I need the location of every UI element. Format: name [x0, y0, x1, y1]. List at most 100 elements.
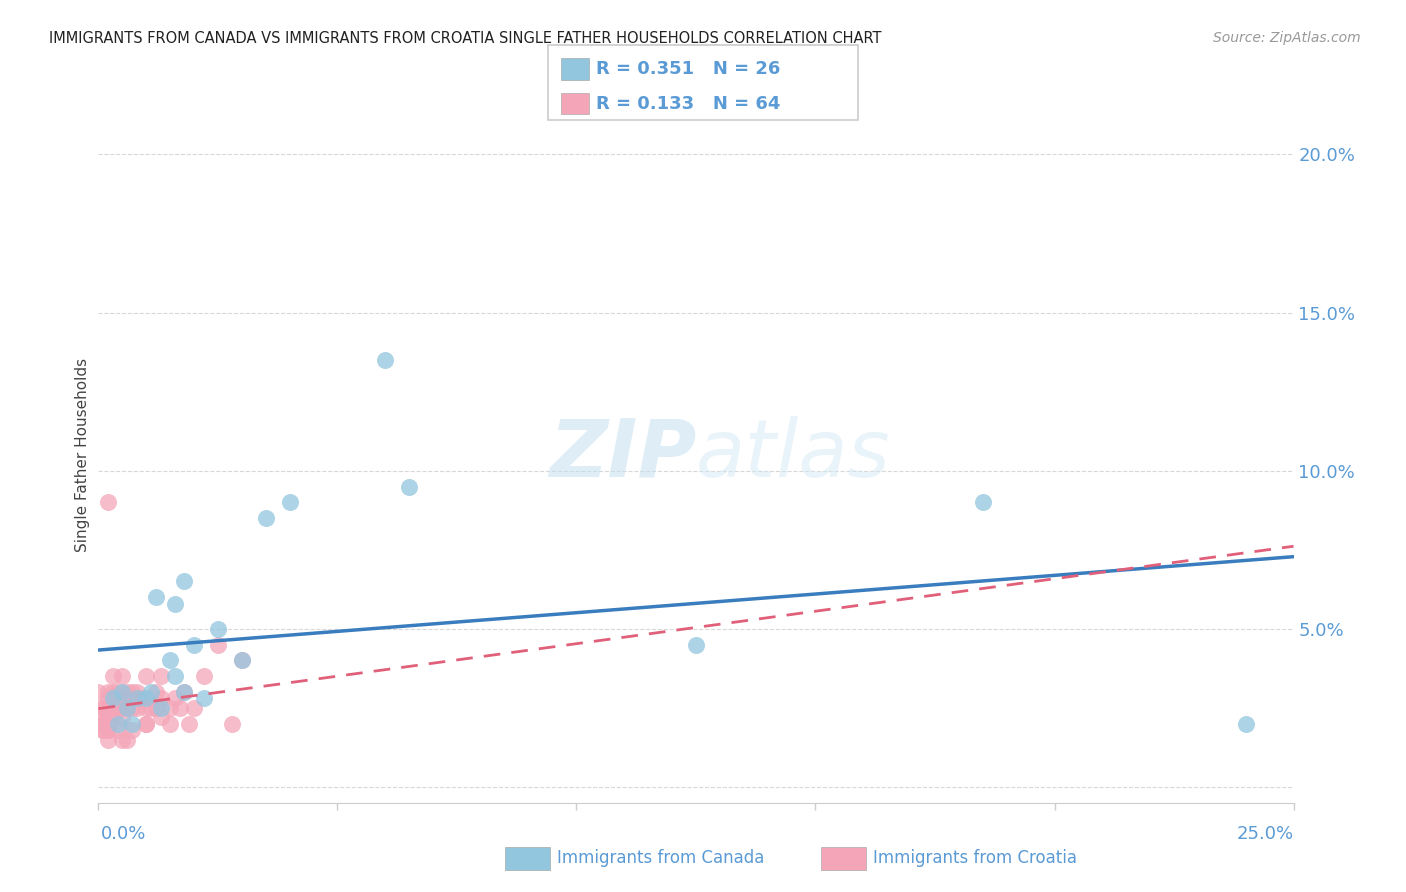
- Point: [91, 716, 114, 731]
- Point: [163, 669, 186, 683]
- Point: [111, 685, 134, 699]
- Point: [254, 511, 277, 525]
- Point: [91, 716, 114, 731]
- Point: [97, 710, 120, 724]
- Point: [107, 723, 129, 737]
- Point: [159, 716, 181, 731]
- Point: [179, 716, 201, 731]
- Point: [169, 701, 191, 715]
- Point: [91, 701, 114, 715]
- Point: [685, 638, 707, 652]
- Point: [149, 701, 172, 715]
- Point: [173, 685, 195, 699]
- Point: [115, 685, 138, 699]
- Point: [115, 691, 138, 706]
- Point: [398, 479, 420, 493]
- Text: Immigrants from Croatia: Immigrants from Croatia: [873, 849, 1077, 867]
- Text: R = 0.133   N = 64: R = 0.133 N = 64: [596, 95, 780, 112]
- Point: [91, 723, 114, 737]
- Point: [278, 495, 301, 509]
- Text: Source: ZipAtlas.com: Source: ZipAtlas.com: [1213, 31, 1361, 45]
- Point: [97, 691, 120, 706]
- Point: [115, 701, 138, 715]
- Text: Immigrants from Canada: Immigrants from Canada: [557, 849, 763, 867]
- Point: [115, 701, 138, 715]
- Point: [972, 495, 994, 509]
- Point: [163, 691, 186, 706]
- Point: [121, 685, 143, 699]
- Point: [374, 353, 396, 368]
- Point: [149, 669, 172, 683]
- Point: [101, 701, 124, 715]
- Point: [111, 732, 134, 747]
- Point: [125, 701, 148, 715]
- Text: 0.0%: 0.0%: [101, 825, 146, 843]
- Point: [97, 716, 120, 731]
- Point: [131, 691, 153, 706]
- Point: [221, 716, 243, 731]
- Point: [101, 691, 124, 706]
- Point: [121, 723, 143, 737]
- Point: [101, 710, 124, 724]
- Text: IMMIGRANTS FROM CANADA VS IMMIGRANTS FROM CROATIA SINGLE FATHER HOUSEHOLDS CORRE: IMMIGRANTS FROM CANADA VS IMMIGRANTS FRO…: [49, 31, 882, 46]
- Point: [173, 574, 195, 589]
- Point: [193, 669, 215, 683]
- Point: [183, 638, 205, 652]
- Point: [159, 701, 181, 715]
- Point: [91, 723, 114, 737]
- Point: [115, 732, 138, 747]
- Point: [207, 622, 229, 636]
- Point: [87, 685, 110, 699]
- Point: [183, 701, 205, 715]
- Point: [121, 701, 143, 715]
- Point: [107, 716, 129, 731]
- Point: [111, 691, 134, 706]
- Point: [107, 685, 129, 699]
- Point: [125, 691, 148, 706]
- Point: [145, 685, 167, 699]
- Point: [101, 685, 124, 699]
- Point: [231, 653, 253, 667]
- Point: [101, 691, 124, 706]
- Point: [149, 691, 172, 706]
- Point: [107, 701, 129, 715]
- Point: [145, 591, 167, 605]
- Point: [231, 653, 253, 667]
- Point: [159, 653, 181, 667]
- Point: [135, 716, 157, 731]
- Point: [97, 685, 120, 699]
- Point: [97, 723, 120, 737]
- Point: [135, 701, 157, 715]
- Point: [111, 701, 134, 715]
- Point: [135, 691, 157, 706]
- Point: [149, 710, 172, 724]
- Point: [135, 669, 157, 683]
- Point: [163, 597, 186, 611]
- Point: [97, 701, 120, 715]
- Point: [1234, 716, 1257, 731]
- Point: [173, 685, 195, 699]
- Point: [121, 716, 143, 731]
- Text: ZIP: ZIP: [548, 416, 696, 494]
- Point: [107, 701, 129, 715]
- Point: [145, 701, 167, 715]
- Text: 25.0%: 25.0%: [1236, 825, 1294, 843]
- Point: [97, 723, 120, 737]
- Point: [97, 732, 120, 747]
- Point: [193, 691, 215, 706]
- Point: [111, 669, 134, 683]
- Point: [207, 638, 229, 652]
- Point: [91, 710, 114, 724]
- Text: atlas: atlas: [696, 416, 891, 494]
- Point: [101, 691, 124, 706]
- Point: [139, 685, 162, 699]
- Point: [97, 495, 120, 509]
- Point: [91, 701, 114, 715]
- Text: R = 0.351   N = 26: R = 0.351 N = 26: [596, 60, 780, 78]
- Point: [139, 701, 162, 715]
- Point: [125, 685, 148, 699]
- Point: [135, 716, 157, 731]
- Y-axis label: Single Father Households: Single Father Households: [75, 358, 90, 552]
- Point: [97, 716, 120, 731]
- Point: [111, 710, 134, 724]
